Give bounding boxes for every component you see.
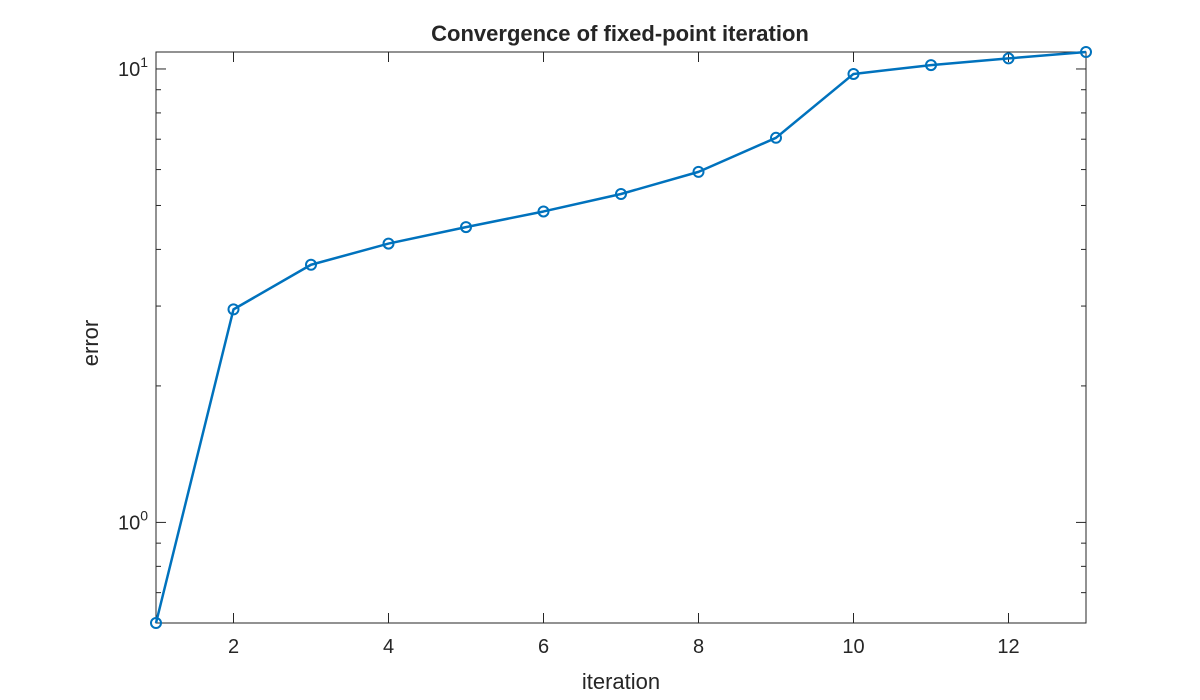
series-layer xyxy=(150,46,1092,629)
data-point xyxy=(305,258,317,271)
data-point xyxy=(537,205,550,218)
data-point xyxy=(227,303,240,316)
data-point xyxy=(460,221,472,234)
x-tick-label: 4 xyxy=(383,636,394,658)
y-tick-label: 100 xyxy=(118,507,148,534)
data-point xyxy=(150,617,162,629)
data-point xyxy=(925,59,937,72)
series-line xyxy=(154,50,1087,624)
x-axis-label: iteration xyxy=(582,669,660,694)
x-tick-label: 6 xyxy=(538,636,549,658)
x-axis: 2 4 6 8 10 12 xyxy=(228,52,1020,658)
x-tick-label: 12 xyxy=(997,636,1019,658)
x-tick-label: 8 xyxy=(693,636,704,658)
data-point xyxy=(847,67,860,80)
data-point xyxy=(692,165,705,178)
plot-frame xyxy=(155,51,1087,624)
data-point xyxy=(382,237,395,250)
y-tick-label: 101 xyxy=(118,54,148,81)
chart-title: Convergence of fixed-point iteration xyxy=(431,21,809,46)
data-point xyxy=(1080,46,1092,58)
data-point xyxy=(615,187,627,200)
x-tick-label: 2 xyxy=(228,636,239,658)
data-point xyxy=(1002,52,1015,65)
y-axis-label: error xyxy=(78,320,103,366)
y-axis: 100 101 xyxy=(118,54,1086,624)
x-tick-label: 10 xyxy=(842,636,864,658)
data-point xyxy=(770,131,782,144)
